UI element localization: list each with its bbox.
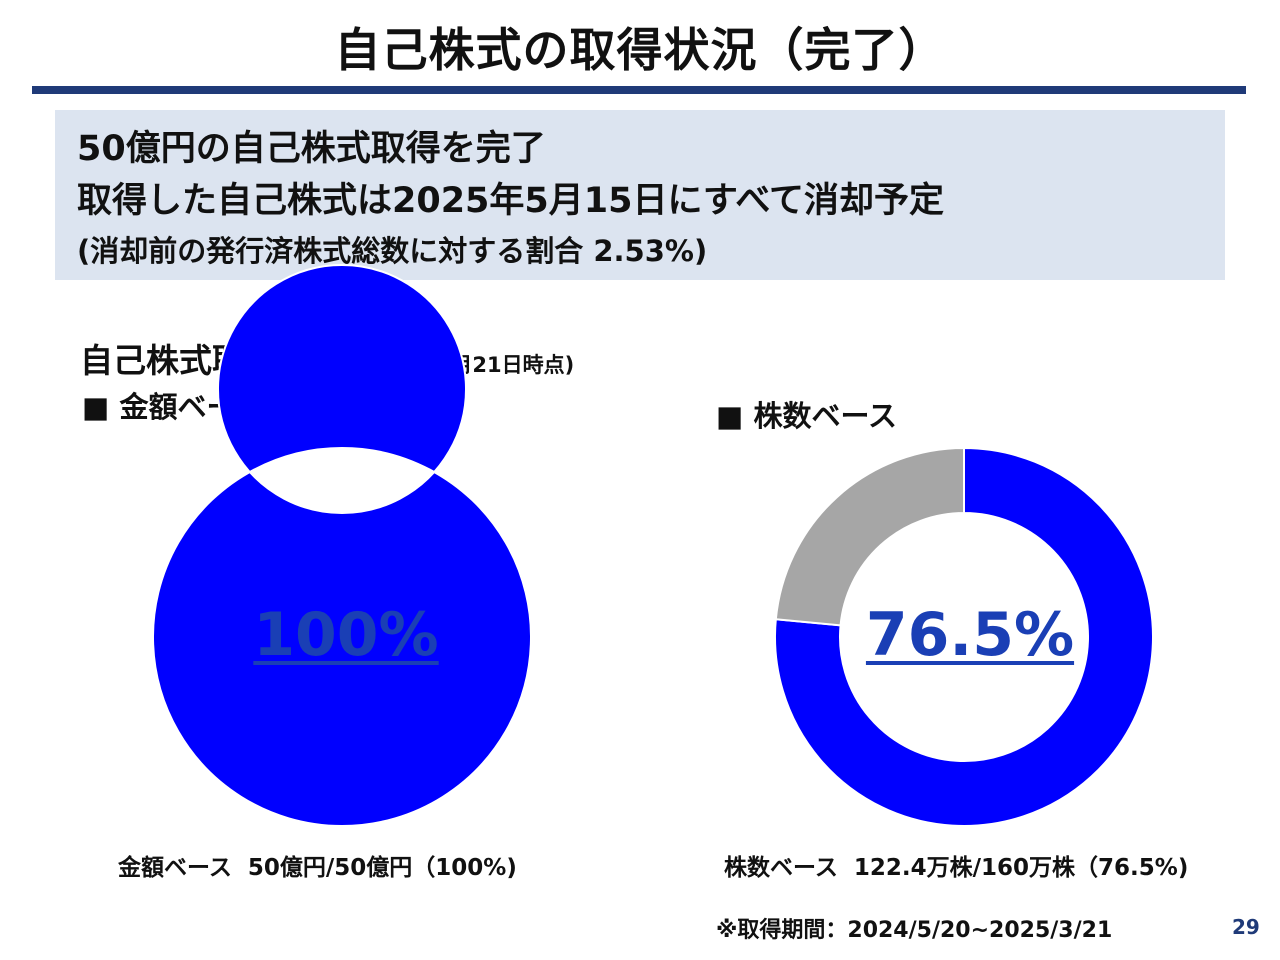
donut-slice-acquired <box>774 446 1154 827</box>
shares-percent-label: 76.5% <box>865 600 1075 670</box>
shares-caption: 株数ベース 122.4万株/160万株（76.5%) <box>724 855 1189 881</box>
amount-percent-label: 100% <box>253 600 439 670</box>
acquisition-period: ※取得期間：2024/5/20~2025/3/21 <box>716 918 1113 943</box>
summary-line-1: 50億円の自己株式取得を完了 <box>77 129 546 169</box>
amount-caption: 金額ベース 50億円/50億円（100%) <box>118 855 517 881</box>
page-number: 29 <box>1232 915 1260 939</box>
donut-shares-basis <box>774 446 1154 827</box>
summary-line-3: (消却前の発行済株式総数に対する割合 2.53%) <box>77 234 708 268</box>
summary-line-2: 取得した自己株式は2025年5月15日にすべて消却予定 <box>77 181 944 221</box>
shares-basis-heading: ■ 株数ベース <box>716 399 898 433</box>
slide-title: 自己株式の取得状況（完了） <box>334 23 946 77</box>
donut-slice-acquired <box>151 264 532 827</box>
donut-amount-basis <box>151 264 532 827</box>
title-divider <box>32 86 1246 94</box>
summary-box: 50億円の自己株式取得を完了 取得した自己株式は2025年5月15日にすべて消却… <box>55 110 1225 280</box>
donut-slice-remaining <box>774 446 965 627</box>
